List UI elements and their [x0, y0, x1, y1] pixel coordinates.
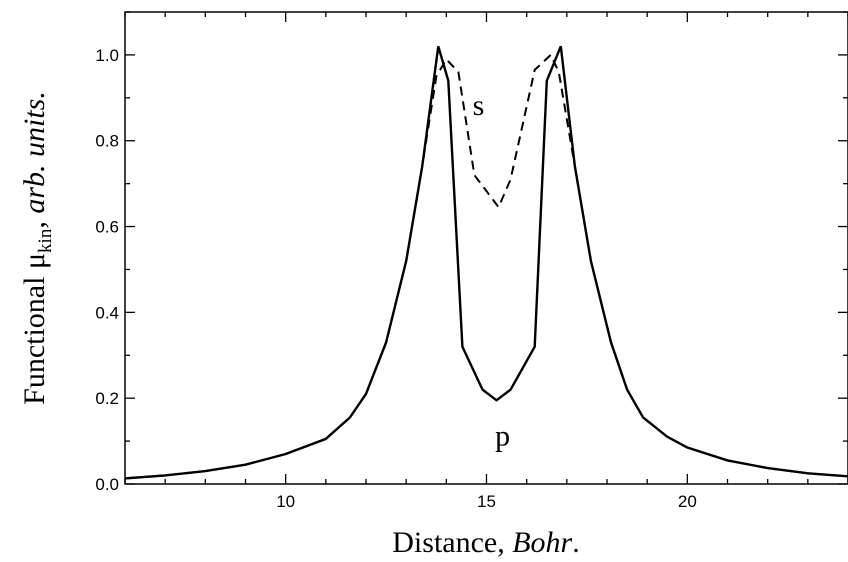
- x-tick-label: 10: [276, 492, 295, 511]
- series-p-label: p: [495, 419, 510, 452]
- y-tick-label: 0.2: [95, 389, 119, 408]
- x-axis-ticks: 10 15 20: [124, 12, 848, 511]
- series-s-line: [124, 53, 848, 480]
- y-tick-label: 0.0: [95, 475, 119, 494]
- series-p-line: [124, 45, 848, 480]
- y-tick-label: 0.6: [95, 218, 119, 237]
- plot-frame: [124, 11, 848, 485]
- y-tick-label: 1.0: [95, 46, 119, 65]
- x-tick-label: 20: [678, 492, 697, 511]
- y-axis-ticks: 0.0 0.2 0.4 0.6 0.8 1.0: [95, 11, 848, 494]
- y-tick-label: 0.4: [95, 303, 119, 322]
- y-axis-title: Functional μkin, arb. units.: [18, 91, 56, 405]
- series-layer: sp: [124, 45, 848, 480]
- y-tick-label: 0.8: [95, 132, 119, 151]
- x-axis-title: Distance, Bohr.: [392, 526, 579, 559]
- series-s-label: s: [473, 89, 485, 122]
- x-tick-label: 15: [477, 492, 496, 511]
